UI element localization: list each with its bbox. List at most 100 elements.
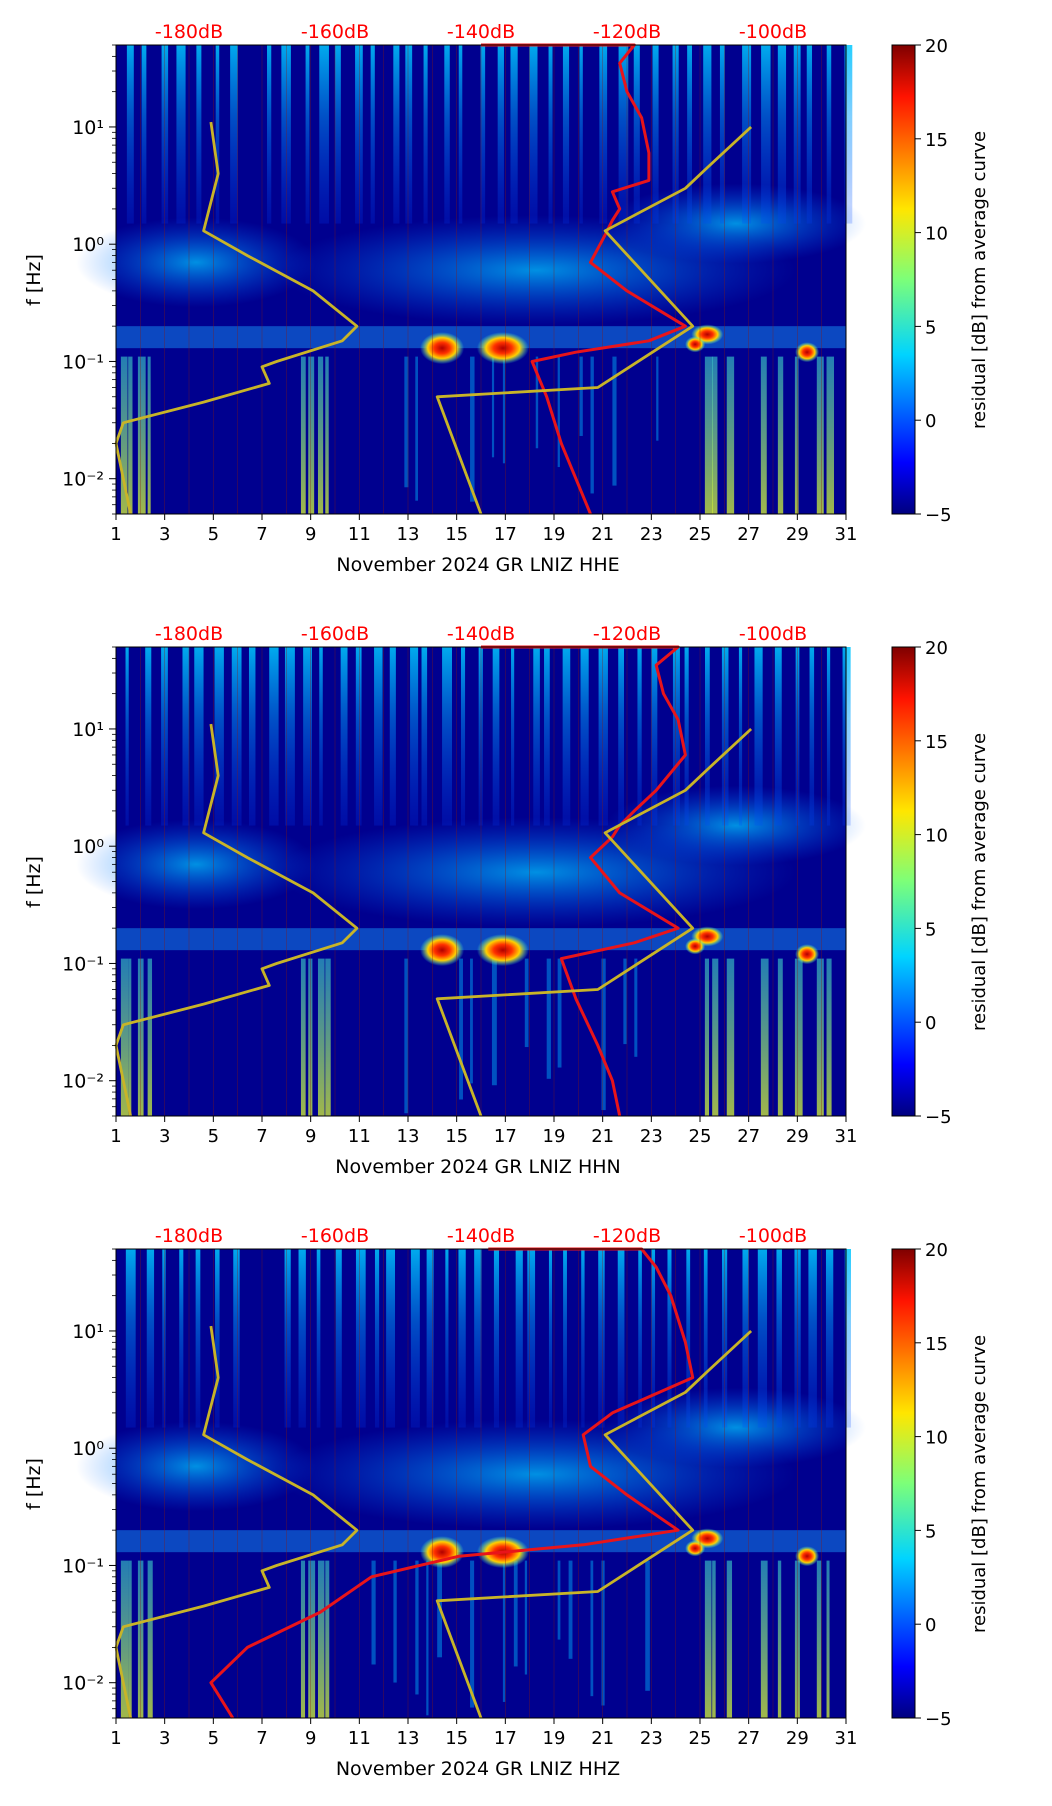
colorbar-label-hhn: residual [dB] from average curve [969, 733, 990, 1031]
x-tick-label: 11 [348, 524, 371, 545]
x-tick-label: 31 [835, 1126, 858, 1147]
x-tick-label: 9 [305, 1728, 316, 1749]
colorbar-tick-label: 5 [925, 919, 936, 940]
colorbar-tick-label: 0 [925, 1615, 936, 1636]
x-tick-label: 9 [305, 1126, 316, 1147]
db-scale-label: -140dB [447, 21, 515, 43]
db-scale-label: -100dB [739, 21, 807, 43]
y-tick-label: 10⁻¹ [62, 351, 104, 373]
y-tick-label: 10¹ [72, 1321, 104, 1343]
colorbar-tick-label: 15 [925, 1334, 948, 1355]
x-axis-label-hhz: November 2024 GR LNIZ HHZ [336, 1758, 620, 1780]
x-tick-label: 13 [397, 1728, 420, 1749]
x-tick-label: 3 [159, 1728, 170, 1749]
reference-model-curve [114, 723, 359, 1117]
colorbar-hhe [891, 44, 916, 515]
x-tick-label: 15 [445, 1728, 468, 1749]
x-tick-label: 27 [737, 1728, 760, 1749]
db-scale-label: -180dB [155, 623, 223, 645]
y-tick-label: 10⁻¹ [62, 1555, 104, 1577]
reference-model-curve [435, 125, 753, 515]
y-tick-label: 10⁰ [72, 1438, 104, 1460]
colorbar-hhz [891, 1248, 916, 1719]
x-tick-label: 9 [305, 524, 316, 545]
colorbar-tick-label: −5 [925, 1709, 952, 1730]
x-tick-label: 19 [543, 1126, 566, 1147]
colorbar-tick-label: −5 [925, 505, 952, 526]
colorbar-label-hhz: residual [dB] from average curve [969, 1335, 990, 1633]
colorbar-tick-label: 20 [925, 638, 948, 659]
colorbar-tick-label: 20 [925, 1240, 948, 1261]
db-scale-label: -140dB [447, 623, 515, 645]
x-tick-label: 27 [737, 1126, 760, 1147]
x-tick-label: 23 [640, 524, 663, 545]
x-tick-label: 23 [640, 1728, 663, 1749]
x-tick-label: 21 [591, 524, 614, 545]
db-scale-label: -160dB [301, 21, 369, 43]
colorbar-hhn [891, 646, 916, 1117]
reference-model-curve [435, 727, 753, 1117]
reference-model-curve [114, 121, 359, 515]
x-tick-label: 25 [689, 1728, 712, 1749]
x-tick-label: 15 [445, 524, 468, 545]
x-tick-label: 25 [689, 1126, 712, 1147]
db-scale-label: -160dB [301, 1225, 369, 1247]
y-axis-label-hhe: f [Hz] [23, 254, 45, 306]
x-tick-label: 11 [348, 1126, 371, 1147]
x-tick-label: 3 [159, 1126, 170, 1147]
db-scale-label: -140dB [447, 1225, 515, 1247]
db-scale-label: -180dB [155, 1225, 223, 1247]
reference-model-curve [114, 1325, 359, 1719]
colorbar-tick-label: 0 [925, 411, 936, 432]
noise-curve [209, 1247, 695, 1719]
colorbar-label-hhe: residual [dB] from average curve [969, 131, 990, 429]
db-scale-label: -160dB [301, 623, 369, 645]
db-scale-label: -100dB [739, 623, 807, 645]
noise-curve [481, 645, 687, 1117]
colorbar-tick-label: 15 [925, 732, 948, 753]
colorbar-tick-label: 10 [925, 826, 948, 847]
x-tick-label: 13 [397, 1126, 420, 1147]
y-tick-label: 10⁻² [62, 1071, 104, 1093]
y-tick-label: 10⁻² [62, 1673, 104, 1695]
colorbar-tick-label: 0 [925, 1013, 936, 1034]
x-tick-label: 27 [737, 524, 760, 545]
y-tick-label: 10¹ [72, 719, 104, 741]
y-axis-label-hhz: f [Hz] [23, 1458, 45, 1510]
x-tick-label: 21 [591, 1126, 614, 1147]
y-tick-label: 10⁻¹ [62, 953, 104, 975]
x-tick-label: 13 [397, 524, 420, 545]
x-tick-label: 5 [208, 1728, 219, 1749]
colorbar-tick-label: 5 [925, 317, 936, 338]
colorbar-tick-label: 5 [925, 1521, 936, 1542]
y-tick-label: 10¹ [72, 117, 104, 139]
panel-hhn: 1 3 5 7 9 11 13 15 17 19 21 23 25 27 29 3110¹10⁰10⁻¹10⁻… [23, 623, 990, 1178]
x-tick-label: 1 [110, 1126, 121, 1147]
db-scale-label: -120dB [593, 1225, 661, 1247]
x-tick-label: 29 [786, 524, 809, 545]
panel-hhe: 1 3 5 7 9 11 13 15 17 19 21 23 25 27 29 3110¹10⁰10⁻¹10⁻… [23, 21, 990, 576]
y-tick-label: 10⁻² [62, 469, 104, 491]
db-scale-label: -120dB [593, 623, 661, 645]
x-tick-label: 29 [786, 1728, 809, 1749]
colorbar-tick-label: 10 [925, 1428, 948, 1449]
x-tick-label: 15 [445, 1126, 468, 1147]
x-axis-label-hhn: November 2024 GR LNIZ HHN [335, 1156, 620, 1178]
x-tick-label: 29 [786, 1126, 809, 1147]
reference-model-curve [435, 1329, 753, 1719]
x-tick-label: 7 [256, 1126, 267, 1147]
panel-hhz: 1 3 5 7 9 11 13 15 17 19 21 23 25 27 29 3110¹10⁰10⁻¹10⁻… [23, 1225, 990, 1780]
x-tick-label: 19 [543, 1728, 566, 1749]
db-scale-label: -120dB [593, 21, 661, 43]
x-tick-label: 5 [208, 524, 219, 545]
y-axis-label-hhn: f [Hz] [23, 856, 45, 908]
colorbar-tick-label: 20 [925, 36, 948, 57]
colorbar-tick-label: 10 [925, 224, 948, 245]
x-tick-label: 11 [348, 1728, 371, 1749]
noise-curve [481, 43, 687, 515]
x-tick-label: 7 [256, 1728, 267, 1749]
x-tick-label: 1 [110, 524, 121, 545]
y-tick-label: 10⁰ [72, 234, 104, 256]
x-tick-label: 3 [159, 524, 170, 545]
